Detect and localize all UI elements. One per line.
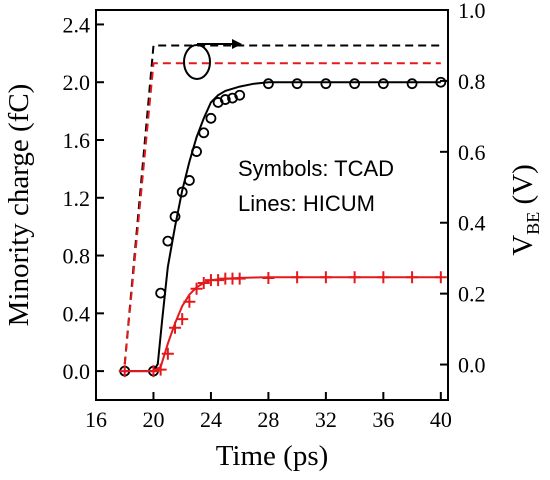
data-point-circle: [183, 175, 195, 186]
right-tick-label: 0.8: [458, 69, 486, 94]
left-tick-label: 2.4: [63, 12, 91, 37]
data-point-circle: [219, 94, 231, 105]
data-point-plus: [147, 365, 160, 378]
x-axis-ticks: 16 20 24 28 32 36 40: [85, 392, 452, 432]
y-axis-title-right: VBE (V): [507, 164, 543, 255]
data-point-circle: [349, 78, 361, 90]
axis-indicator-ellipse: [183, 44, 211, 80]
series-line-red-dashed: [123, 62, 441, 365]
right-tick-label: 0.4: [458, 211, 486, 236]
y-axis-title-right-main: V: [507, 235, 539, 256]
right-tick-label: 1.0: [458, 0, 486, 23]
data-point-circle: [191, 146, 202, 157]
data-point-circle: [234, 89, 246, 101]
series-line-red-solid: [124, 276, 441, 373]
left-tick-label: 0.4: [63, 301, 91, 326]
right-tick-label: 0.0: [458, 353, 486, 378]
x-tick-label: 24: [200, 407, 222, 432]
data-point-plus: [169, 321, 182, 334]
data-point-circle: [176, 186, 188, 198]
left-tick-label: 0.8: [63, 244, 91, 269]
y-axis-title-right-unit: (V): [507, 164, 539, 212]
data-point-circle: [320, 78, 332, 90]
data-point-plus: [291, 271, 304, 284]
data-point-plus: [118, 365, 131, 378]
data-point-circle: [291, 78, 303, 90]
x-tick-label: 28: [257, 407, 279, 432]
data-point-circle: [198, 127, 210, 139]
left-tick-label: 1.6: [63, 128, 91, 153]
plot-frame: [95, 9, 449, 401]
data-point-circle: [406, 78, 418, 90]
annotation-lines: Lines: HICUM: [238, 191, 375, 216]
data-point-plus: [377, 271, 390, 284]
x-tick-label: 40: [430, 407, 452, 432]
left-axis-ticks: 0.0 0.4 0.8 1.2 1.6 2.0 2.4: [63, 12, 104, 384]
right-axis-ticks: 0.0 0.2 0.4 0.6 0.8 1.0: [440, 0, 486, 378]
data-point-plus: [197, 277, 210, 289]
data-point-circle: [205, 112, 217, 124]
series-layer: [118, 44, 447, 378]
data-point-circle: [263, 78, 274, 90]
data-point-plus: [183, 295, 196, 308]
data-point-circle: [162, 235, 174, 247]
right-tick-label: 0.6: [458, 140, 486, 165]
data-point-plus: [262, 271, 275, 284]
y-axis-title-left: Minority charge (fC): [3, 84, 35, 327]
axis-indicator: [183, 39, 242, 80]
annotation-symbols: Symbols: TCAD: [238, 156, 394, 181]
data-point-plus: [406, 271, 419, 284]
data-point-plus: [212, 274, 225, 287]
data-point-plus: [348, 271, 361, 284]
data-point-plus: [154, 363, 167, 376]
x-tick-label: 16: [85, 407, 107, 432]
data-point-plus: [319, 271, 332, 284]
left-tick-label: 0.0: [63, 359, 91, 384]
data-point-circle: [377, 78, 389, 90]
x-axis-title: Time (ps): [216, 440, 329, 472]
axis-indicator-arrowhead: [232, 39, 242, 49]
data-point-plus: [233, 272, 246, 285]
x-tick-label: 36: [372, 407, 394, 432]
data-point-plus: [176, 313, 189, 326]
x-tick-label: 20: [142, 407, 164, 432]
left-tick-label: 1.2: [63, 186, 91, 211]
right-tick-label: 0.2: [458, 282, 486, 307]
data-point-circle: [169, 211, 181, 222]
data-point-circle: [155, 287, 167, 299]
left-tick-label: 2.0: [63, 70, 91, 95]
data-point-plus: [434, 271, 447, 284]
data-point-plus: [161, 347, 174, 360]
x-tick-label: 32: [315, 407, 337, 432]
y-axis-title-right-sub: BE: [523, 212, 543, 235]
data-point-plus: [190, 282, 203, 295]
data-point-circle: [435, 76, 447, 88]
